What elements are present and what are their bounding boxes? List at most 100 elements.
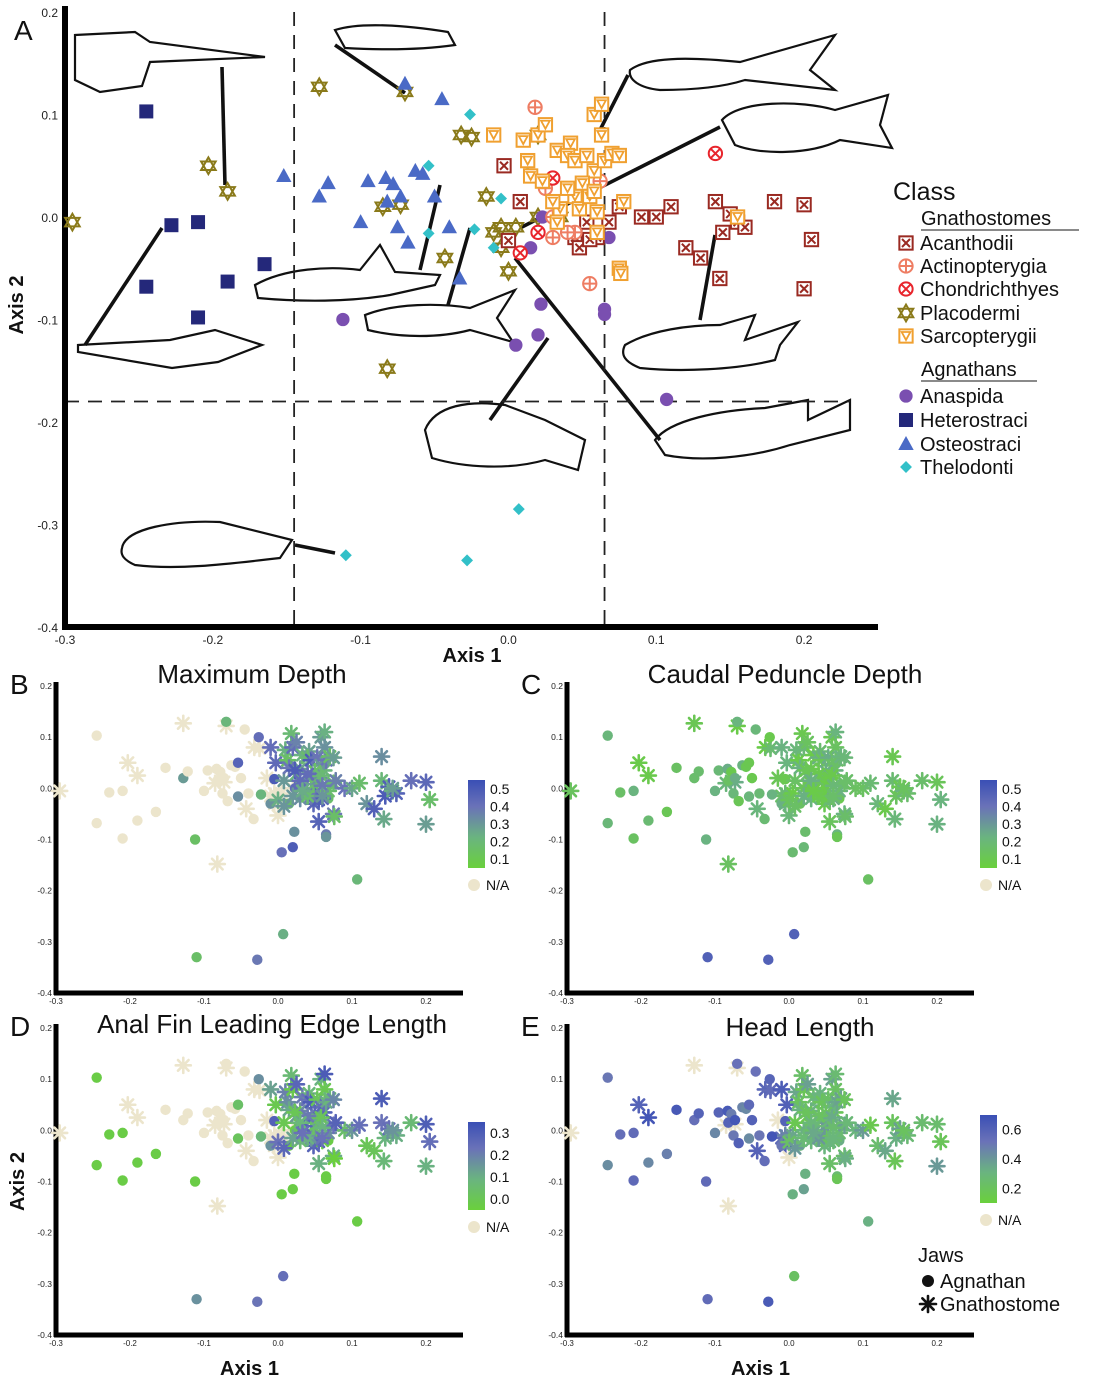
xtick: 0.2 <box>931 1339 943 1348</box>
jaws-marker-gnathostome <box>918 1294 938 1314</box>
point-agnathan <box>255 1131 267 1142</box>
point-anaspida <box>531 328 545 342</box>
ytick: -0.4 <box>548 988 563 998</box>
panel-a-scatter: -0.3 -0.2 -0.1 0.0 0.1 0.2-0.4-0.3-0.2-0.10.0… <box>6 6 878 667</box>
colorbar-tick: 0.2 <box>490 834 510 850</box>
point-anaspida <box>534 297 548 311</box>
point-gnathostome <box>928 773 946 791</box>
point-gnathostome <box>836 1149 855 1168</box>
point-gnathostome <box>250 739 269 758</box>
legend-marker-chondrichthyes <box>898 281 914 297</box>
point-agnathan <box>218 772 230 784</box>
point-gnathostome <box>791 1101 809 1119</box>
point-placodermi <box>435 247 454 269</box>
point-gnathostome <box>272 784 291 803</box>
panel-a-xtick: 0.1 <box>648 633 665 647</box>
pointer-line-6 <box>698 234 717 321</box>
point-gnathostome <box>811 1084 829 1103</box>
legend-label-acanthodii: Acanthodii <box>920 233 1013 255</box>
point-agnathan <box>182 766 193 777</box>
point-gnathostome <box>324 1090 343 1109</box>
point-acanthodii <box>766 193 783 210</box>
jaws-label-agnathan: Agnathan <box>940 1271 1026 1293</box>
point-gnathostome <box>685 714 704 733</box>
point-agnathan <box>222 795 233 807</box>
pointer-line-1 <box>333 43 407 95</box>
point-gnathostome <box>809 765 828 783</box>
point-gnathostome <box>824 1118 843 1137</box>
point-acanthodii <box>707 193 724 210</box>
point-gnathostome <box>266 753 285 772</box>
point-agnathan <box>733 795 744 807</box>
point-gnathostome <box>308 1090 327 1109</box>
point-agnathan <box>702 1293 713 1305</box>
point-agnathan <box>700 1176 712 1187</box>
point-agnathan <box>160 1104 171 1116</box>
point-gnathostome <box>118 1095 137 1114</box>
point-agnathan <box>746 772 758 784</box>
point-agnathan <box>232 757 244 768</box>
legend-label-thelodonti: Thelodonti <box>920 457 1013 479</box>
point-gnathostome <box>291 760 309 778</box>
point-gnathostome <box>823 766 841 785</box>
point-agnathan <box>798 1183 810 1195</box>
point-gnathostome <box>824 787 843 805</box>
point-sarcopterygii <box>729 209 746 225</box>
fish-outline-sarcopterygian <box>628 33 839 92</box>
point-gnathostome <box>376 787 395 805</box>
point-gnathostome <box>308 748 327 767</box>
point-agnathan <box>602 817 613 829</box>
point-agnathan <box>117 1175 128 1186</box>
point-gnathostome <box>876 1142 894 1160</box>
legend-label-chondrichthyes: Chondrichthyes <box>920 279 1059 301</box>
point-sarcopterygii <box>616 193 632 210</box>
point-gnathostome <box>835 1090 854 1109</box>
point-gnathostome <box>931 1132 950 1151</box>
colorbar-tick: 0.4 <box>1002 798 1022 814</box>
point-sarcopterygii <box>545 193 561 210</box>
point-sarcopterygii <box>613 265 629 282</box>
ytick: 0.1 <box>40 1074 52 1084</box>
colorbar-tick: 0.1 <box>490 1169 510 1185</box>
panel-b: -0.3 -0.2 -0.1 0.0 0.1 0.2-0.4-0.3-0.2-0.10.0… <box>10 659 510 1006</box>
xtick: 0.2 <box>420 997 432 1006</box>
point-agnathan <box>788 928 800 940</box>
point-agnathan <box>289 1168 300 1180</box>
ytick: -0.4 <box>37 988 52 998</box>
point-agnathan <box>276 847 287 858</box>
point-osteostraci <box>385 176 401 191</box>
point-agnathan <box>766 789 778 800</box>
panel-a-xtick: 0.2 <box>796 633 813 647</box>
point-gnathostome <box>629 1095 648 1114</box>
point-agnathan <box>351 1216 363 1227</box>
point-gnathostome <box>804 1088 823 1106</box>
point-gnathostome <box>811 742 829 761</box>
ytick: 0.2 <box>40 681 52 691</box>
legend-label-heterostraci: Heterostraci <box>920 410 1028 432</box>
point-gnathostome <box>769 769 787 787</box>
point-gnathostome <box>802 789 820 808</box>
point-gnathostome <box>820 812 839 831</box>
colorbar-tick: 0.5 <box>490 781 510 797</box>
panel-d: -0.3 -0.2 -0.1 0.0 0.1 0.2-0.4-0.3-0.2-0.10.0… <box>7 1009 510 1380</box>
point-gnathostome <box>795 787 813 805</box>
point-gnathostome <box>324 748 343 767</box>
ytick: -0.1 <box>548 835 563 845</box>
point-gnathostome <box>402 771 420 790</box>
point-gnathostome <box>819 748 838 767</box>
point-sarcopterygii <box>579 147 595 164</box>
point-heterostraci <box>139 279 154 294</box>
point-acanthodii <box>796 197 812 213</box>
point-agnathan <box>320 831 332 843</box>
ytick: 0.0 <box>551 1125 563 1135</box>
xtick: 0.1 <box>857 997 869 1006</box>
point-gnathostome <box>272 1126 291 1145</box>
point-gnathostome <box>928 815 946 833</box>
point-agnathan <box>643 815 654 826</box>
point-agnathan <box>235 772 247 784</box>
panel-d-xlabel: Axis 1 <box>220 1358 279 1380</box>
point-agnathan <box>252 1296 263 1307</box>
ytick: 0.2 <box>551 1023 563 1033</box>
panel-a-ylabel: Axis 2 <box>6 276 28 335</box>
point-gnathostome <box>883 747 902 766</box>
